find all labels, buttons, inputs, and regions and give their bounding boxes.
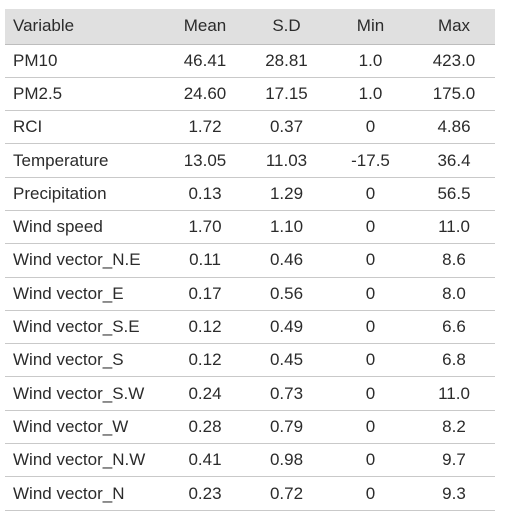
column-header-variable: Variable xyxy=(5,9,165,45)
variable-cell: Wind vector_S xyxy=(5,343,165,378)
mean-cell: 1.72 xyxy=(165,110,245,145)
table-row: Wind vector_W 0.28 0.79 0 8.2 xyxy=(5,410,495,445)
table-row: Temperature 13.05 11.03 -17.5 36.4 xyxy=(5,143,495,178)
variable-cell: Wind vector_S.E xyxy=(5,310,165,345)
variable-cell: Temperature xyxy=(5,143,165,178)
max-cell: 8.0 xyxy=(413,277,495,311)
table-row: Wind vector_S 0.12 0.45 0 6.8 xyxy=(5,343,495,378)
variable-cell: PM2.5 xyxy=(5,77,165,112)
sd-cell: 0.37 xyxy=(245,110,328,145)
table-row: Wind vector_N 0.23 0.72 0 9.3 xyxy=(5,476,495,511)
mean-cell: 0.12 xyxy=(165,343,245,378)
table-row: Wind vector_E 0.17 0.56 0 8.0 xyxy=(5,277,495,311)
descriptive-stats-table: Variable Mean S.D Min Max PM10 46.41 28.81… xyxy=(5,9,495,511)
min-cell: 0 xyxy=(328,110,413,145)
mean-cell: 0.17 xyxy=(165,277,245,311)
variable-cell: RCI xyxy=(5,110,165,145)
sd-cell: 1.10 xyxy=(245,210,328,245)
column-header-mean: Mean xyxy=(165,9,245,45)
min-cell: 0 xyxy=(328,476,413,511)
variable-cell: Wind vector_W xyxy=(5,410,165,445)
min-cell: 0 xyxy=(328,376,413,411)
mean-cell: 46.41 xyxy=(165,44,245,78)
mean-cell: 1.70 xyxy=(165,210,245,245)
max-cell: 8.2 xyxy=(413,410,495,445)
variable-cell: Wind vector_N.W xyxy=(5,443,165,478)
table-row: Wind vector_S.W 0.24 0.73 0 11.0 xyxy=(5,376,495,411)
min-cell: 0 xyxy=(328,443,413,478)
sd-cell: 0.45 xyxy=(245,343,328,378)
sd-cell: 0.56 xyxy=(245,277,328,311)
table-row: PM2.5 24.60 17.15 1.0 175.0 xyxy=(5,77,495,112)
max-cell: 56.5 xyxy=(413,177,495,211)
column-header-max: Max xyxy=(413,9,495,45)
table-row: Wind vector_N.W 0.41 0.98 0 9.7 xyxy=(5,443,495,478)
sd-cell: 28.81 xyxy=(245,44,328,78)
mean-cell: 0.23 xyxy=(165,476,245,511)
min-cell: 1.0 xyxy=(328,77,413,112)
table-header: Variable Mean S.D Min Max xyxy=(5,9,495,45)
max-cell: 9.7 xyxy=(413,443,495,478)
min-cell: 1.0 xyxy=(328,44,413,78)
max-cell: 6.8 xyxy=(413,343,495,378)
mean-cell: 13.05 xyxy=(165,143,245,178)
variable-cell: Wind vector_S.W xyxy=(5,376,165,411)
table-row: Wind vector_S.E 0.12 0.49 0 6.6 xyxy=(5,310,495,345)
stats-table-container: Variable Mean S.D Min Max PM10 46.41 28.81… xyxy=(5,9,495,511)
mean-cell: 24.60 xyxy=(165,77,245,112)
mean-cell: 0.12 xyxy=(165,310,245,345)
mean-cell: 0.41 xyxy=(165,443,245,478)
min-cell: 0 xyxy=(328,177,413,211)
max-cell: 175.0 xyxy=(413,77,495,112)
min-cell: 0 xyxy=(328,310,413,345)
variable-cell: Wind vector_E xyxy=(5,277,165,311)
min-cell: -17.5 xyxy=(328,143,413,178)
max-cell: 6.6 xyxy=(413,310,495,345)
mean-cell: 0.13 xyxy=(165,177,245,211)
header-row: Variable Mean S.D Min Max xyxy=(5,9,495,45)
sd-cell: 1.29 xyxy=(245,177,328,211)
sd-cell: 17.15 xyxy=(245,77,328,112)
min-cell: 0 xyxy=(328,210,413,245)
sd-cell: 0.72 xyxy=(245,476,328,511)
min-cell: 0 xyxy=(328,277,413,311)
table-row: Precipitation 0.13 1.29 0 56.5 xyxy=(5,177,495,211)
sd-cell: 11.03 xyxy=(245,143,328,178)
mean-cell: 0.28 xyxy=(165,410,245,445)
variable-cell: PM10 xyxy=(5,44,165,78)
variable-cell: Wind vector_N xyxy=(5,476,165,511)
variable-cell: Wind vector_N.E xyxy=(5,243,165,278)
max-cell: 36.4 xyxy=(413,143,495,178)
sd-cell: 0.49 xyxy=(245,310,328,345)
max-cell: 9.3 xyxy=(413,476,495,511)
variable-cell: Precipitation xyxy=(5,177,165,211)
sd-cell: 0.73 xyxy=(245,376,328,411)
sd-cell: 0.79 xyxy=(245,410,328,445)
max-cell: 11.0 xyxy=(413,376,495,411)
column-header-sd: S.D xyxy=(245,9,328,45)
max-cell: 8.6 xyxy=(413,243,495,278)
min-cell: 0 xyxy=(328,243,413,278)
table-row: Wind vector_N.E 0.11 0.46 0 8.6 xyxy=(5,243,495,278)
table-body: PM10 46.41 28.81 1.0 423.0 PM2.5 24.60 17.15 1.0… xyxy=(5,44,495,511)
table-row: PM10 46.41 28.81 1.0 423.0 xyxy=(5,44,495,78)
variable-cell: Wind speed xyxy=(5,210,165,245)
mean-cell: 0.24 xyxy=(165,376,245,411)
table-row: Wind speed 1.70 1.10 0 11.0 xyxy=(5,210,495,245)
max-cell: 4.86 xyxy=(413,110,495,145)
column-header-min: Min xyxy=(328,9,413,45)
min-cell: 0 xyxy=(328,343,413,378)
sd-cell: 0.98 xyxy=(245,443,328,478)
max-cell: 11.0 xyxy=(413,210,495,245)
table-row: RCI 1.72 0.37 0 4.86 xyxy=(5,110,495,145)
sd-cell: 0.46 xyxy=(245,243,328,278)
min-cell: 0 xyxy=(328,410,413,445)
max-cell: 423.0 xyxy=(413,44,495,78)
mean-cell: 0.11 xyxy=(165,243,245,278)
